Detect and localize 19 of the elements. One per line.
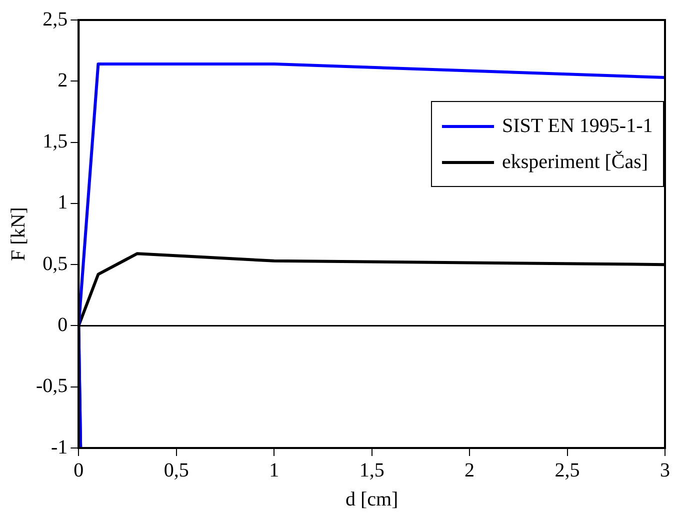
- y-tick-label: 1,5: [42, 130, 68, 153]
- legend-label: eksperiment [Čas]: [502, 150, 648, 176]
- y-tick-label: -0,5: [36, 375, 68, 398]
- x-axis-title: d [cm]: [345, 488, 398, 510]
- y-tick-label: 0: [58, 314, 68, 336]
- y-tick-label: 2: [58, 69, 68, 92]
- x-tick-label: 0: [74, 459, 84, 482]
- x-tick-label: 1,5: [359, 459, 384, 482]
- x-tick-label: 3: [660, 459, 670, 482]
- y-tick-label: 0,5: [42, 252, 68, 275]
- x-tick-label: 2,5: [554, 459, 580, 482]
- x-tick-label: 2: [464, 459, 475, 482]
- y-tick-label: -1: [50, 436, 68, 458]
- y-tick-label: 1: [58, 192, 68, 214]
- x-tick-label: 0,5: [164, 459, 189, 482]
- y-axis-title: F [kN]: [7, 207, 30, 261]
- legend-label: SIST EN 1995-1-1: [502, 114, 653, 140]
- x-tick-label: 1: [269, 459, 280, 482]
- y-tick-label: 2,5: [42, 8, 68, 30]
